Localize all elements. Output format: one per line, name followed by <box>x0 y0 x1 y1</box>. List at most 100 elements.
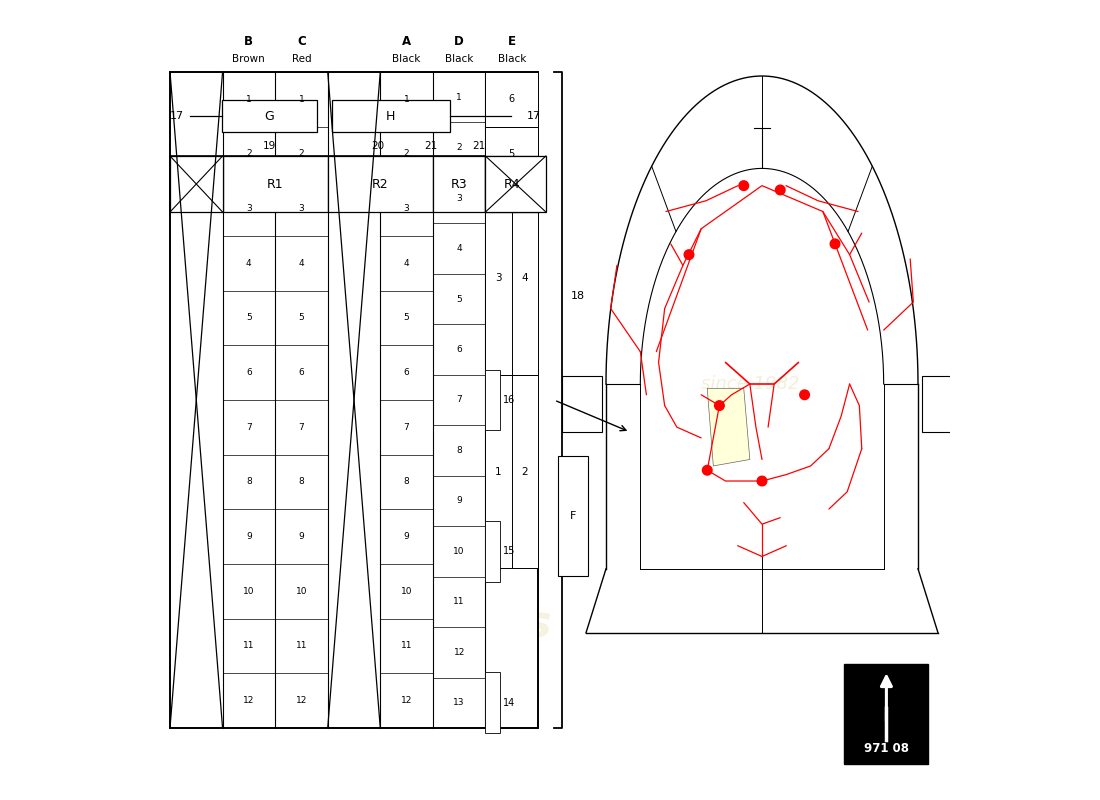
Text: Red: Red <box>292 54 311 64</box>
Bar <box>485 375 538 568</box>
Text: 10: 10 <box>243 587 254 596</box>
Text: 6: 6 <box>508 94 515 104</box>
Text: 11: 11 <box>453 598 465 606</box>
Bar <box>845 664 928 764</box>
Text: 8: 8 <box>404 478 409 486</box>
Text: 1: 1 <box>456 93 462 102</box>
Text: 21: 21 <box>425 142 438 151</box>
Circle shape <box>703 466 712 475</box>
Circle shape <box>800 390 810 399</box>
Text: 17: 17 <box>527 111 541 121</box>
Text: 21: 21 <box>473 142 486 151</box>
Text: R1: R1 <box>267 178 284 190</box>
Bar <box>485 182 538 375</box>
Text: 9: 9 <box>298 532 305 541</box>
Text: 5: 5 <box>298 314 305 322</box>
Bar <box>485 673 499 733</box>
Text: F: F <box>570 511 576 521</box>
Bar <box>558 456 589 576</box>
Bar <box>562 376 602 432</box>
Text: 8: 8 <box>456 446 462 455</box>
Polygon shape <box>707 388 750 466</box>
Text: B: B <box>244 35 253 48</box>
Text: 9: 9 <box>456 497 462 506</box>
Text: Brown: Brown <box>232 54 265 64</box>
Bar <box>922 376 962 432</box>
Text: 6: 6 <box>404 368 409 377</box>
Text: parts: parts <box>420 602 552 646</box>
Circle shape <box>830 239 839 249</box>
Text: 15: 15 <box>503 546 516 556</box>
Text: G: G <box>264 110 274 122</box>
Text: C: C <box>297 35 306 48</box>
Text: 13: 13 <box>453 698 465 707</box>
Text: 5: 5 <box>456 294 462 303</box>
Text: E: E <box>508 35 516 48</box>
Text: 7: 7 <box>404 423 409 432</box>
Bar <box>170 156 538 212</box>
Text: 18: 18 <box>571 291 585 301</box>
Bar <box>433 156 485 212</box>
Text: 9: 9 <box>404 532 409 541</box>
Text: 12: 12 <box>400 696 412 705</box>
Text: 4: 4 <box>404 259 409 268</box>
Text: euro: euro <box>251 467 402 525</box>
Text: R2: R2 <box>372 178 388 190</box>
Text: 5: 5 <box>404 314 409 322</box>
Text: 1: 1 <box>298 95 305 104</box>
Text: 10: 10 <box>400 587 412 596</box>
Text: a passion for: a passion for <box>342 550 486 570</box>
Text: 20: 20 <box>372 142 385 151</box>
Text: 7: 7 <box>246 423 252 432</box>
Text: 12: 12 <box>243 696 254 705</box>
Text: Black: Black <box>497 54 526 64</box>
Circle shape <box>739 181 748 190</box>
Bar <box>485 126 538 182</box>
Circle shape <box>757 476 767 486</box>
Text: 12: 12 <box>296 696 307 705</box>
Bar <box>328 156 433 212</box>
Text: Black: Black <box>446 54 473 64</box>
Text: D: D <box>454 35 464 48</box>
Text: 971 08: 971 08 <box>864 742 909 754</box>
Text: 16: 16 <box>503 395 515 405</box>
Text: 2: 2 <box>246 150 252 158</box>
Circle shape <box>776 185 785 194</box>
Text: 3: 3 <box>246 204 252 213</box>
Text: 6: 6 <box>246 368 252 377</box>
Circle shape <box>715 401 724 410</box>
Text: 9: 9 <box>246 532 252 541</box>
Text: 11: 11 <box>243 642 254 650</box>
Bar <box>170 156 222 212</box>
Text: 3: 3 <box>404 204 409 213</box>
Text: 8: 8 <box>298 478 305 486</box>
Text: 1: 1 <box>404 95 409 104</box>
Text: R3: R3 <box>451 178 468 190</box>
Text: 8: 8 <box>246 478 252 486</box>
Bar <box>485 521 499 582</box>
Bar <box>485 156 538 212</box>
Text: 1: 1 <box>495 466 502 477</box>
Text: 3: 3 <box>298 204 305 213</box>
Text: 3: 3 <box>495 273 502 283</box>
Text: 7: 7 <box>298 423 305 432</box>
Text: 17: 17 <box>170 111 184 121</box>
Bar <box>221 100 317 132</box>
Bar <box>222 156 328 212</box>
Bar <box>485 370 499 430</box>
Text: 5: 5 <box>508 149 515 159</box>
Text: 6: 6 <box>298 368 305 377</box>
Text: 5: 5 <box>246 314 252 322</box>
Text: 12: 12 <box>453 648 465 657</box>
Text: 2: 2 <box>521 466 528 477</box>
Text: 2: 2 <box>456 143 462 152</box>
Text: H: H <box>386 110 396 122</box>
Bar <box>485 156 546 212</box>
Text: since 1982: since 1982 <box>701 375 800 393</box>
Text: 2: 2 <box>404 150 409 158</box>
Text: 4: 4 <box>246 259 252 268</box>
Text: 19: 19 <box>263 142 276 151</box>
Text: 4: 4 <box>521 273 528 283</box>
Text: 11: 11 <box>400 642 412 650</box>
Text: Black: Black <box>393 54 421 64</box>
